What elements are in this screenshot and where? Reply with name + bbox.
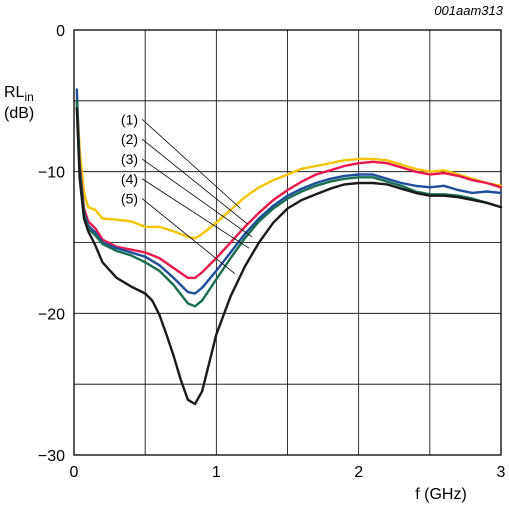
plot-frame: [73, 29, 502, 456]
series-group: [75, 88, 503, 406]
annotation-label-4: (4): [121, 171, 138, 187]
y-axis-label-subscript: in: [24, 90, 33, 104]
y-axis-unit: (dB): [4, 105, 34, 122]
figure-id: 001aam313: [434, 3, 503, 18]
series-line-3: [75, 88, 503, 295]
x-tick-label-2: 2: [354, 464, 363, 481]
annotation-label-2: (2): [121, 131, 138, 147]
annotation-label-3: (3): [121, 151, 138, 167]
series-line-4: [75, 99, 503, 308]
annotation-leader-1: [141, 118, 241, 209]
annotation-label-1: (1): [121, 111, 138, 127]
annotation-leader-4: [141, 178, 250, 249]
y-tick-label-0: −30: [38, 448, 65, 465]
x-tick-label-0: 0: [70, 464, 79, 481]
series-line-1: [75, 96, 503, 240]
grid: [74, 30, 501, 455]
y-axis-label: RLin: [4, 84, 34, 104]
annotation-leader-5: [141, 198, 236, 274]
series-line-2: [75, 99, 503, 280]
x-tick-label-1: 1: [212, 464, 221, 481]
annotation-leaders: (1) (2) (3) (4) (5): [121, 111, 253, 274]
annotation-leader-3: [141, 158, 253, 238]
annotation-label-5: (5): [121, 191, 138, 207]
y-tick-label-1: −20: [38, 306, 65, 323]
series-line-5: [75, 106, 503, 406]
tick-labels: 0 1 2 3 −30 −20 −10 0: [38, 23, 506, 481]
y-axis-label-main: RL: [4, 84, 25, 101]
x-tick-label-3: 3: [497, 464, 506, 481]
y-tick-label-2: −10: [38, 165, 65, 182]
annotation-leader-2: [141, 138, 248, 225]
x-axis-label: f (GHz): [415, 486, 467, 503]
y-tick-label-3: 0: [56, 23, 65, 40]
